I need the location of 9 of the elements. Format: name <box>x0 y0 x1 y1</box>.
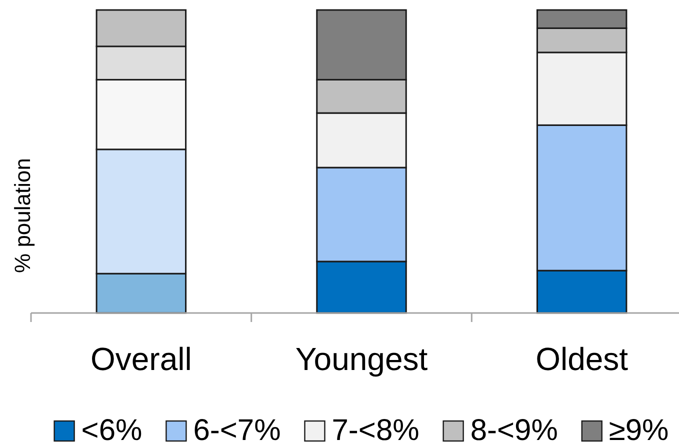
legend-label: 8-<9% <box>470 414 558 444</box>
legend-label: 6-<7% <box>193 414 281 444</box>
x-tick-label: Oldest <box>536 341 628 377</box>
legend-label: 7-<8% <box>332 414 420 444</box>
legend-label: <6% <box>81 414 142 444</box>
x-tick-label: Overall <box>90 341 192 377</box>
x-tick-label: Youngest <box>295 341 428 377</box>
y-axis-title: % poulation <box>10 158 35 273</box>
legend-label: ≥9% <box>608 414 669 444</box>
